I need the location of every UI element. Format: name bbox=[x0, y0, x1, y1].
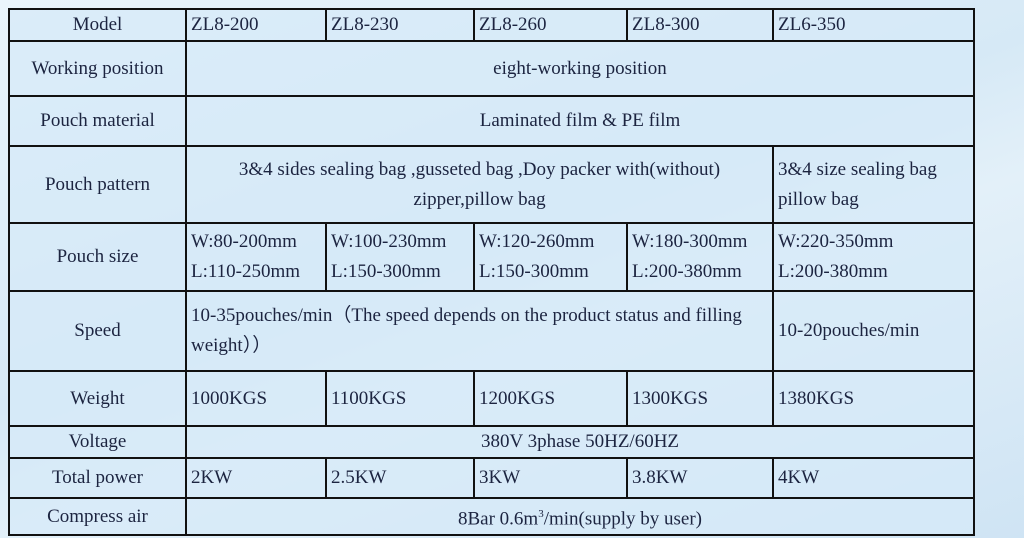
row-speed: Speed 10-35pouches/min（The speed depends… bbox=[8, 290, 975, 372]
length: L:200-380mm bbox=[778, 261, 888, 282]
width: W:120-260mm bbox=[479, 231, 595, 252]
width: W:180-300mm bbox=[632, 231, 748, 252]
row-compress-air: Compress air 8Bar 0.6m3/min(supply by us… bbox=[8, 496, 975, 537]
cell: 380V 3phase 50HZ/60HZ bbox=[185, 425, 975, 459]
cell: ZL6-350 bbox=[772, 8, 975, 42]
row-pouch-size: Pouch size W:80-200mm L:110-250mm W:100-2… bbox=[8, 222, 975, 292]
row-label: Compress air bbox=[8, 496, 187, 537]
cell: ZL8-200 bbox=[185, 8, 327, 42]
width: W:80-200mm bbox=[191, 231, 297, 252]
superscript: 3 bbox=[538, 508, 544, 520]
row-working-position: Working position eight-working position bbox=[8, 40, 975, 97]
row-label: Pouch pattern bbox=[8, 145, 187, 224]
value: 8Bar 0.6m bbox=[457, 508, 539, 530]
row-label: Weight bbox=[8, 370, 187, 427]
cell: 3&4 size sealing bag pillow bag bbox=[772, 145, 975, 224]
row-label: Total power bbox=[8, 457, 187, 499]
row-model: Model ZL8-200 ZL8-230 ZL8-260 ZL8-300 ZL… bbox=[8, 8, 975, 42]
cell: 8Bar 0.6m3/min(supply by user) bbox=[185, 496, 975, 537]
cell: 3.8KW bbox=[626, 457, 774, 499]
cell: W:80-200mm L:110-250mm bbox=[185, 222, 327, 292]
value: /min(supply by user) bbox=[543, 508, 703, 530]
cell: W:120-260mm L:150-300mm bbox=[473, 222, 628, 292]
length: L:110-250mm bbox=[191, 261, 301, 282]
cell: 10-35pouches/min（The speed depends on th… bbox=[185, 290, 774, 372]
cell: W:100-230mm L:150-300mm bbox=[325, 222, 475, 292]
cell: 1300KGS bbox=[626, 370, 774, 427]
cell: 1200KGS bbox=[473, 370, 628, 427]
row-label: Model bbox=[8, 8, 187, 42]
cell: ZL8-300 bbox=[626, 8, 774, 42]
row-label: Speed bbox=[8, 290, 187, 372]
cell: 4KW bbox=[772, 457, 975, 499]
cell-line: pillow bag bbox=[778, 188, 859, 210]
width: W:100-230mm bbox=[331, 231, 447, 252]
cell: ZL8-260 bbox=[473, 8, 628, 42]
cell: eight-working position bbox=[185, 40, 975, 97]
cell: 3&4 sides sealing bag ,gusseted bag ,Doy… bbox=[185, 145, 774, 224]
row-label: Working position bbox=[8, 40, 187, 97]
row-weight: Weight 1000KGS 1100KGS 1200KGS 1300KGS 1… bbox=[8, 370, 975, 427]
cell: 2KW bbox=[185, 457, 327, 499]
length: L:150-300mm bbox=[331, 261, 441, 282]
cell: Laminated film & PE film bbox=[185, 95, 975, 147]
row-pouch-material: Pouch material Laminated film & PE film bbox=[8, 95, 975, 147]
cell: 2.5KW bbox=[325, 457, 475, 499]
cell: 3KW bbox=[473, 457, 628, 499]
cell: ZL8-230 bbox=[325, 8, 475, 42]
cell: 1100KGS bbox=[325, 370, 475, 427]
row-label: Pouch material bbox=[8, 95, 187, 147]
length: L:200-380mm bbox=[632, 261, 742, 282]
cell-line: 3&4 size sealing bag bbox=[778, 158, 937, 180]
length: L:150-300mm bbox=[479, 261, 589, 282]
cell: 10-20pouches/min bbox=[772, 290, 975, 372]
row-voltage: Voltage 380V 3phase 50HZ/60HZ bbox=[8, 425, 975, 459]
row-label: Voltage bbox=[8, 425, 187, 459]
row-pouch-pattern: Pouch pattern 3&4 sides sealing bag ,gus… bbox=[8, 145, 975, 224]
row-total-power: Total power 2KW 2.5KW 3KW 3.8KW 4KW bbox=[8, 457, 975, 499]
width: W:220-350mm bbox=[778, 231, 894, 252]
cell: 1000KGS bbox=[185, 370, 327, 427]
cell: W:180-300mm L:200-380mm bbox=[626, 222, 774, 292]
cell: 1380KGS bbox=[772, 370, 975, 427]
row-label: Pouch size bbox=[8, 222, 187, 292]
cell: W:220-350mm L:200-380mm bbox=[772, 222, 975, 292]
spec-table: Model ZL8-200 ZL8-230 ZL8-260 ZL8-300 ZL… bbox=[8, 8, 975, 537]
